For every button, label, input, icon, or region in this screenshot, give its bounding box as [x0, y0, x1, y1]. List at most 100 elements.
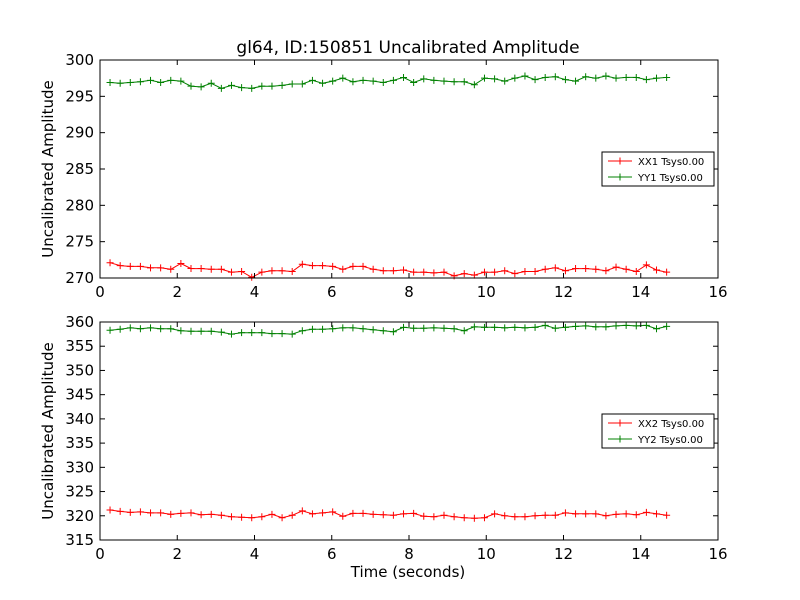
data-point-0-0-16: [268, 267, 276, 275]
data-point-1-0-40: [511, 513, 519, 521]
data-point-0-0-23: [339, 265, 347, 273]
data-point-1-0-10: [207, 510, 215, 518]
data-point-1-1-4: [147, 324, 155, 332]
data-point-0-0-37: [480, 268, 488, 276]
data-point-0-1-25: [359, 76, 367, 84]
legend-label-0-0: XX1 Tsys0.00: [638, 157, 704, 168]
data-point-0-1-10: [207, 79, 215, 87]
data-point-0-0-8: [187, 265, 195, 273]
data-point-0-0-18: [288, 267, 296, 275]
y-tick-label-1-9: 360: [65, 313, 94, 331]
data-point-0-1-17: [278, 81, 286, 89]
data-point-1-0-28: [389, 511, 397, 519]
data-point-0-1-9: [197, 83, 205, 91]
data-point-1-1-10: [207, 327, 215, 335]
data-point-0-0-39: [501, 267, 509, 275]
data-point-1-1-46: [572, 322, 580, 330]
data-point-1-1-50: [612, 322, 620, 330]
data-point-1-1-35: [460, 327, 468, 335]
data-point-1-0-43: [541, 511, 549, 519]
data-point-1-0-34: [450, 513, 458, 521]
data-point-0-1-22: [329, 77, 337, 85]
data-point-0-1-39: [501, 77, 509, 85]
data-point-0-1-21: [319, 79, 327, 87]
data-point-0-0-55: [663, 268, 671, 276]
data-point-0-0-15: [258, 268, 266, 276]
data-point-0-0-47: [582, 265, 590, 273]
data-point-1-0-42: [531, 512, 539, 520]
legend-label-0-1: YY1 Tsys0.00: [637, 173, 703, 184]
data-point-1-0-3: [136, 508, 144, 516]
data-point-1-0-41: [521, 513, 529, 521]
x-tick-label-1-4: 8: [404, 545, 414, 563]
data-point-0-1-31: [420, 75, 428, 83]
y-tick-label-1-4: 335: [65, 434, 94, 452]
data-point-0-1-16: [268, 82, 276, 90]
data-point-0-1-48: [592, 74, 600, 82]
data-point-1-1-24: [349, 324, 357, 332]
x-tick-label-1-1: 2: [172, 545, 182, 563]
data-point-1-1-19: [298, 327, 306, 335]
data-point-1-1-13: [238, 329, 246, 337]
data-point-1-0-54: [653, 510, 661, 518]
data-point-1-1-2: [126, 324, 134, 332]
data-point-1-1-31: [420, 324, 428, 332]
data-point-1-0-11: [217, 511, 225, 519]
data-point-0-0-38: [491, 268, 499, 276]
data-point-1-1-30: [410, 324, 418, 332]
data-point-1-1-8: [187, 327, 195, 335]
data-point-1-0-25: [359, 509, 367, 517]
data-point-1-1-40: [511, 323, 519, 331]
x-tick-label-0-6: 12: [554, 283, 573, 301]
data-point-1-1-51: [622, 321, 630, 329]
data-point-0-1-11: [217, 84, 225, 92]
data-point-0-0-24: [349, 262, 357, 270]
data-point-0-1-33: [440, 77, 448, 85]
legend-marker-1-0: [616, 419, 624, 427]
y-tick-label-1-7: 350: [65, 361, 94, 379]
data-point-1-0-31: [420, 512, 428, 520]
data-point-0-0-48: [592, 265, 600, 273]
data-point-1-1-21: [319, 325, 327, 333]
data-point-0-1-28: [389, 76, 397, 84]
data-point-1-0-17: [278, 514, 286, 522]
data-point-0-0-12: [227, 268, 235, 276]
x-tick-label-0-8: 16: [708, 283, 727, 301]
data-point-1-0-50: [612, 510, 620, 518]
x-tick-label-0-3: 6: [327, 283, 337, 301]
data-point-0-0-4: [147, 264, 155, 272]
data-point-1-1-29: [400, 323, 408, 331]
data-point-0-0-46: [572, 265, 580, 273]
data-point-0-1-2: [126, 79, 134, 87]
data-point-1-0-36: [470, 514, 478, 522]
x-tick-label-0-1: 2: [172, 283, 182, 301]
data-point-1-0-44: [551, 511, 559, 519]
y-tick-label-1-2: 325: [65, 483, 94, 501]
data-point-0-1-55: [663, 73, 671, 81]
data-point-1-1-0: [106, 326, 114, 334]
data-point-0-0-49: [602, 267, 610, 275]
data-point-1-0-20: [308, 510, 316, 518]
top-y-axis-label: Uncalibrated Amplitude: [39, 80, 57, 257]
x-tick-label-1-5: 10: [477, 545, 496, 563]
data-point-0-1-18: [288, 80, 296, 88]
data-point-1-0-9: [197, 511, 205, 519]
data-point-1-0-55: [663, 511, 671, 519]
data-point-0-1-6: [167, 76, 175, 84]
data-point-1-0-12: [227, 513, 235, 521]
data-point-1-1-1: [116, 325, 124, 333]
y-tick-label-0-6: 300: [65, 51, 94, 69]
data-point-1-1-54: [653, 325, 661, 333]
data-point-1-0-45: [561, 509, 569, 517]
data-point-0-1-23: [339, 74, 347, 82]
legend-box-1: [601, 413, 715, 449]
data-point-1-1-23: [339, 324, 347, 332]
data-point-1-0-18: [288, 511, 296, 519]
data-point-0-1-49: [602, 72, 610, 80]
data-point-0-0-20: [308, 262, 316, 270]
data-point-0-1-3: [136, 78, 144, 86]
data-point-0-1-20: [308, 76, 316, 84]
y-tick-label-0-0: 270: [65, 269, 94, 287]
data-point-0-1-50: [612, 74, 620, 82]
data-point-0-1-46: [572, 77, 580, 85]
